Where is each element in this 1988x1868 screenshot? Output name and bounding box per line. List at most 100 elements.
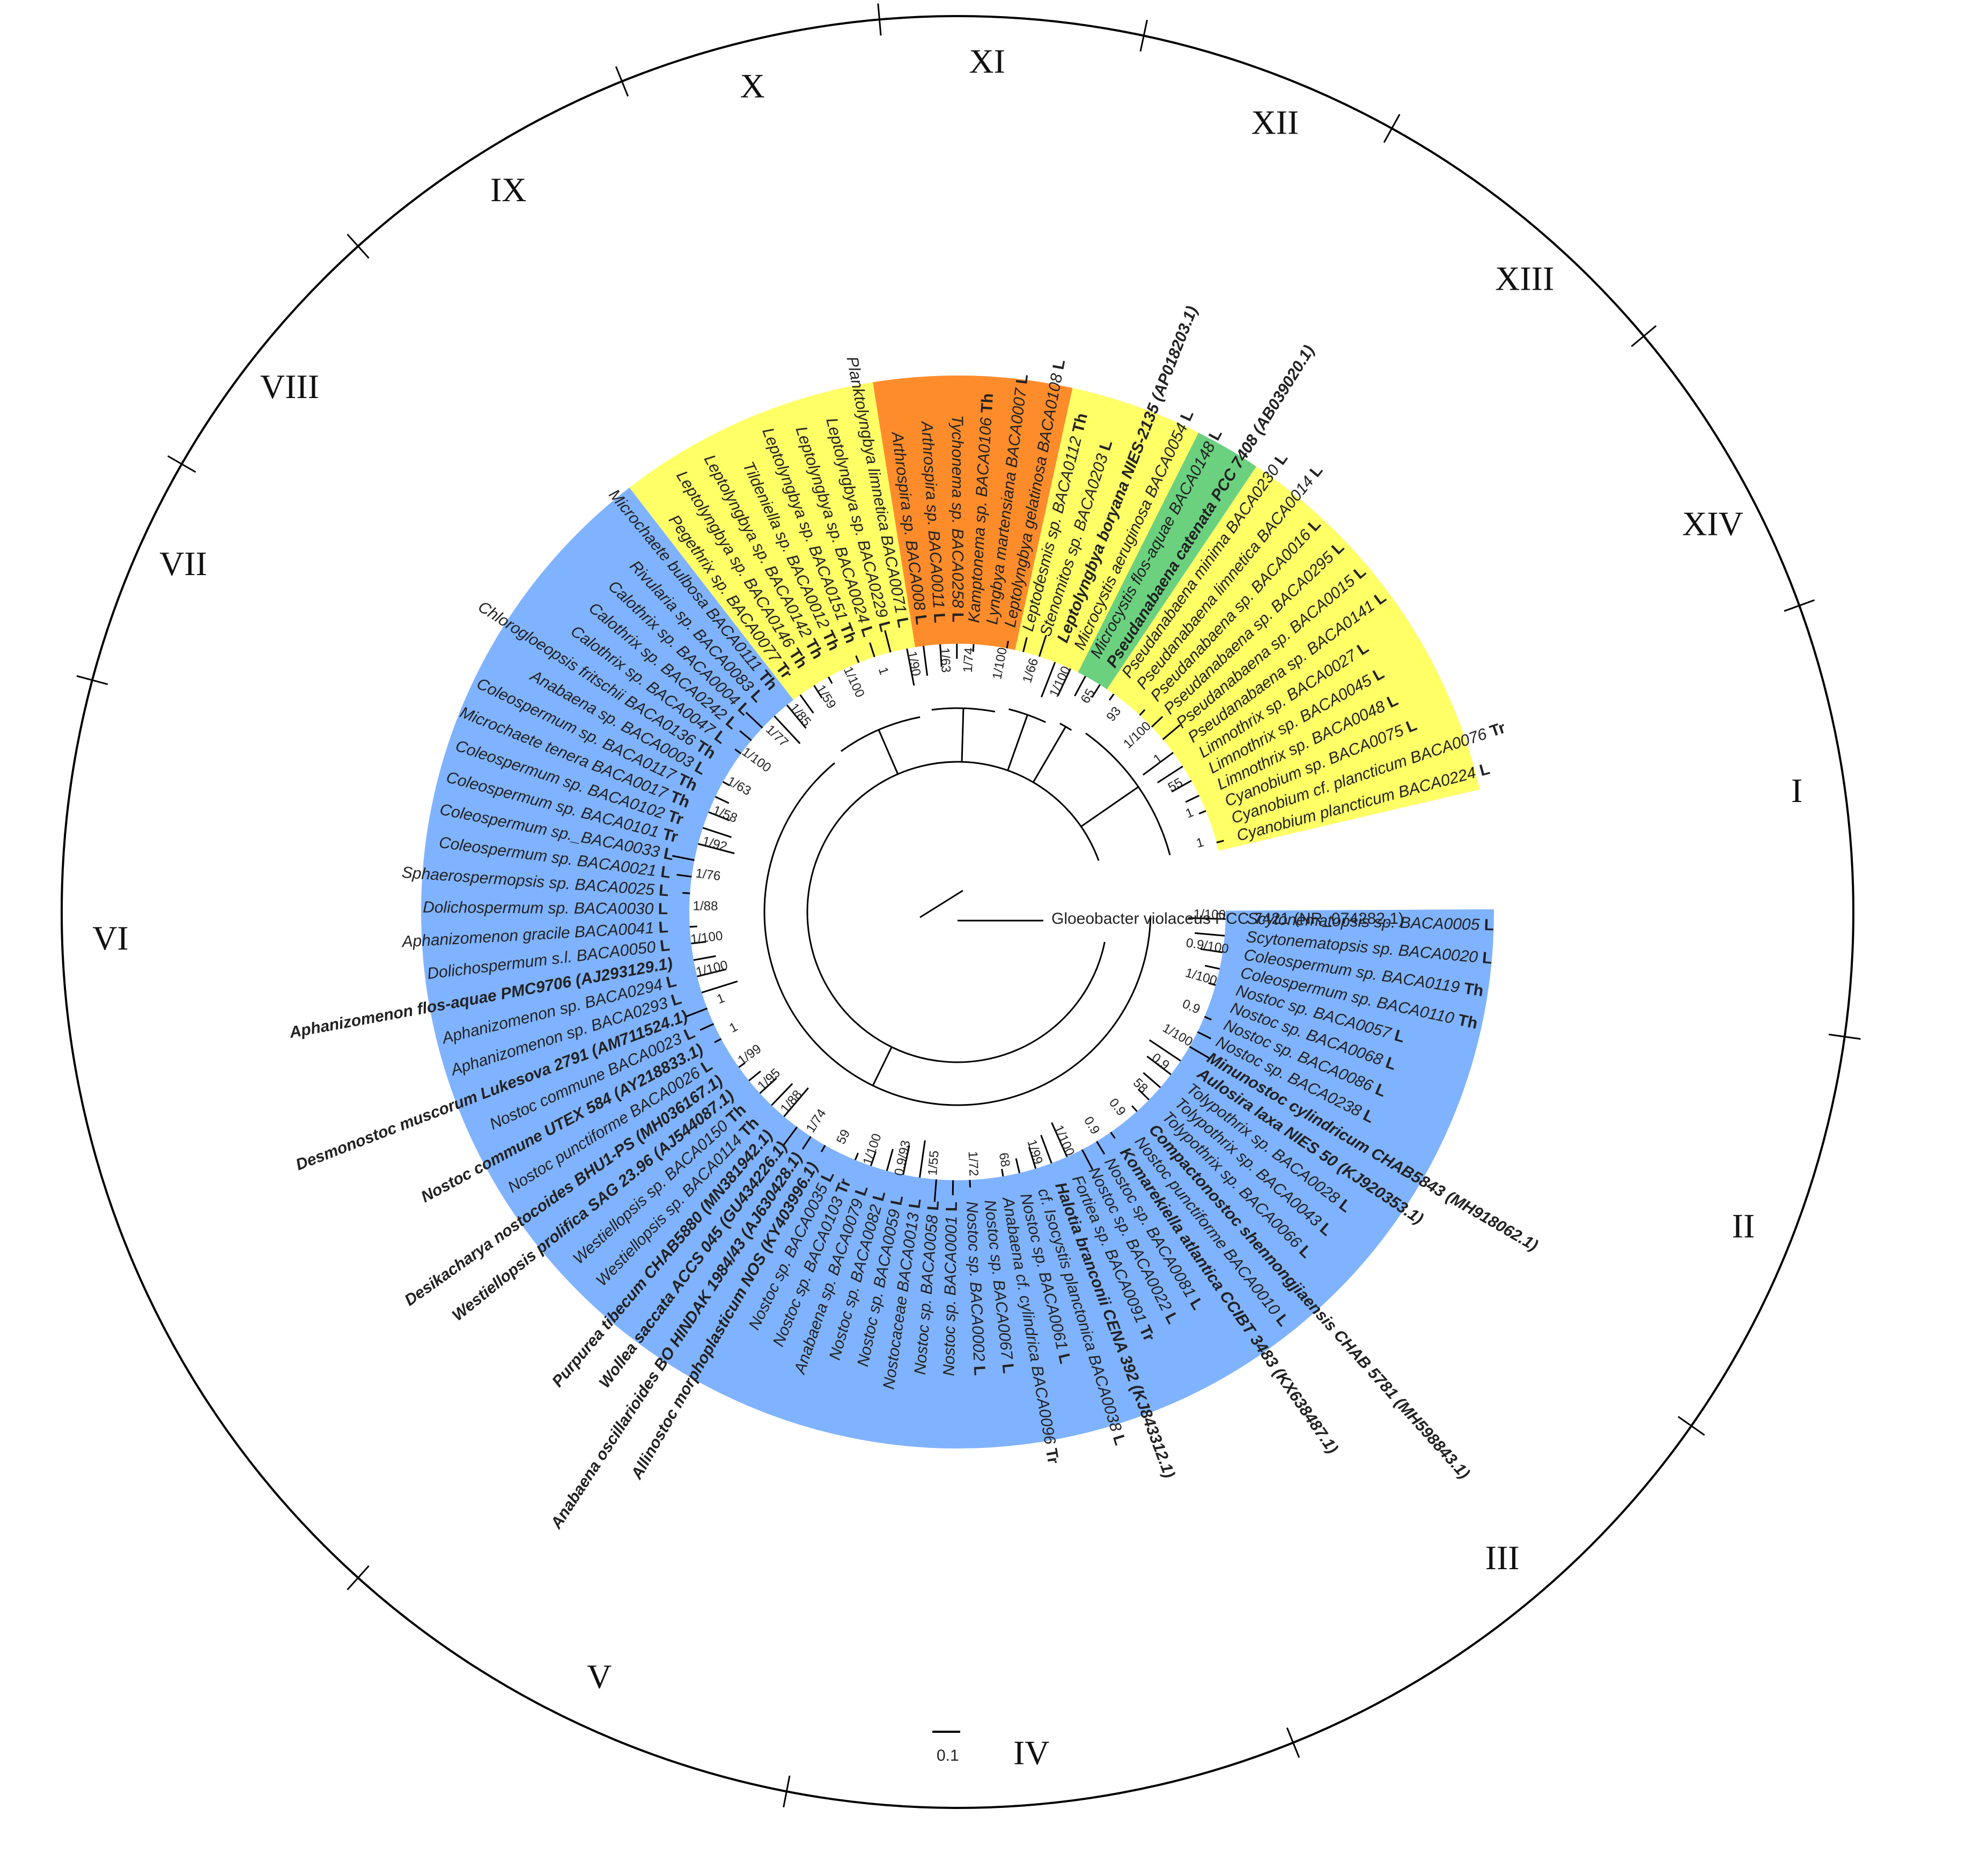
support-value: 1/100 bbox=[690, 929, 724, 947]
branch-arc bbox=[806, 761, 1106, 1063]
branch bbox=[972, 644, 975, 652]
branch bbox=[686, 1007, 708, 1018]
support-value: 65 bbox=[1078, 686, 1098, 706]
branch bbox=[877, 3, 882, 36]
branch bbox=[1080, 786, 1139, 827]
branch bbox=[714, 1038, 722, 1043]
support-value: 0.9 bbox=[1081, 1114, 1102, 1137]
branch bbox=[1143, 1072, 1161, 1089]
branch bbox=[1006, 641, 1009, 649]
clade-numeral: IV bbox=[1013, 1734, 1050, 1772]
support-value: 1/72 bbox=[965, 1151, 981, 1176]
support-value: 1 bbox=[1151, 751, 1165, 767]
branch bbox=[676, 874, 692, 878]
branch bbox=[783, 1087, 809, 1117]
branch bbox=[884, 630, 892, 653]
branch bbox=[615, 66, 629, 97]
branch bbox=[697, 968, 727, 977]
support-value: 1/99 bbox=[1024, 1138, 1045, 1166]
branch bbox=[1216, 840, 1224, 844]
support-value: 1 bbox=[727, 1020, 740, 1036]
habitat-tag: Tr bbox=[1041, 1443, 1062, 1465]
support-value: 1/90 bbox=[904, 650, 923, 678]
branch bbox=[1096, 1141, 1106, 1155]
branch bbox=[734, 748, 742, 754]
branch bbox=[1007, 714, 1028, 771]
branch bbox=[1091, 684, 1101, 698]
branch bbox=[1051, 1122, 1068, 1158]
support-value: 1/92 bbox=[701, 834, 728, 854]
support-value: 1/85 bbox=[787, 701, 814, 729]
branch bbox=[783, 1126, 798, 1146]
branch bbox=[870, 1151, 877, 1166]
clade-numeral: III bbox=[1485, 1539, 1520, 1577]
branch bbox=[1286, 1727, 1300, 1758]
support-value: 1/100 bbox=[739, 745, 774, 775]
support-value: 93 bbox=[1103, 704, 1124, 724]
clade-numeral: VIII bbox=[260, 367, 319, 406]
clade-color-sectors bbox=[421, 376, 1494, 1448]
branch bbox=[799, 694, 814, 714]
habitat-tag: L bbox=[887, 1194, 907, 1211]
nostocales-sector bbox=[421, 487, 1494, 1448]
clade-numeral: VII bbox=[159, 545, 207, 583]
branch bbox=[854, 1152, 859, 1160]
habitat-tag: L bbox=[1477, 948, 1492, 967]
branch bbox=[923, 645, 929, 676]
taxon-label: Dolichospermum sp. BACA0030 L bbox=[423, 899, 668, 918]
support-value: 1/74 bbox=[804, 1106, 829, 1135]
branch bbox=[1131, 1105, 1138, 1112]
support-value: 1/63 bbox=[725, 774, 754, 798]
branch bbox=[1015, 1158, 1020, 1173]
support-value: 1/66 bbox=[1020, 657, 1041, 685]
branch bbox=[872, 1047, 893, 1086]
habitat-tag: Th bbox=[977, 393, 997, 418]
branch bbox=[76, 675, 108, 685]
branch bbox=[745, 711, 763, 729]
branch bbox=[1195, 932, 1225, 937]
branch bbox=[961, 708, 964, 762]
branch bbox=[1057, 668, 1071, 696]
branch bbox=[698, 843, 735, 855]
branch bbox=[902, 1145, 910, 1175]
branch-arc bbox=[763, 762, 1152, 1106]
habitat-tag: L bbox=[970, 1361, 988, 1376]
branch bbox=[1383, 114, 1401, 143]
branch bbox=[691, 940, 706, 945]
support-value: 0.9 bbox=[1180, 997, 1202, 1017]
branch bbox=[1171, 779, 1192, 793]
branch bbox=[786, 704, 807, 729]
leptolyngbya-sector bbox=[629, 382, 916, 700]
habitat-tag: L bbox=[998, 1358, 1018, 1374]
branch bbox=[689, 925, 697, 928]
outer-clade-ring bbox=[61, 3, 1861, 1809]
support-value: 1 bbox=[1195, 835, 1205, 851]
branch bbox=[347, 1565, 370, 1591]
support-value: 1 bbox=[1183, 805, 1196, 821]
support-value: 1/59 bbox=[813, 682, 839, 711]
branch bbox=[783, 1775, 791, 1808]
habitat-tag: L bbox=[905, 1197, 924, 1214]
support-value: 1/100 bbox=[1160, 1021, 1196, 1049]
support-value: 58 bbox=[1130, 1076, 1151, 1096]
support-value: 1 bbox=[715, 991, 727, 1007]
branch bbox=[1137, 1089, 1150, 1101]
branch bbox=[1040, 1135, 1052, 1164]
branch bbox=[167, 455, 196, 473]
branch bbox=[693, 955, 716, 961]
branch bbox=[1032, 726, 1066, 783]
root-branch bbox=[919, 889, 963, 918]
support-value: 0.9 bbox=[1106, 1095, 1129, 1119]
branch bbox=[933, 1179, 937, 1202]
support-value: 1/100 bbox=[841, 665, 867, 700]
habitat-tag: L bbox=[892, 612, 912, 629]
branch bbox=[771, 1083, 793, 1106]
branch bbox=[1139, 709, 1146, 716]
habitat-tag: L bbox=[653, 900, 668, 918]
branch bbox=[1208, 982, 1216, 986]
pseudanabaena-cyanobium-sector bbox=[1107, 466, 1480, 851]
taxon-name: Dolichospermum sp. BACA0030 bbox=[423, 899, 654, 918]
branch bbox=[828, 676, 833, 684]
branch bbox=[801, 1136, 812, 1150]
